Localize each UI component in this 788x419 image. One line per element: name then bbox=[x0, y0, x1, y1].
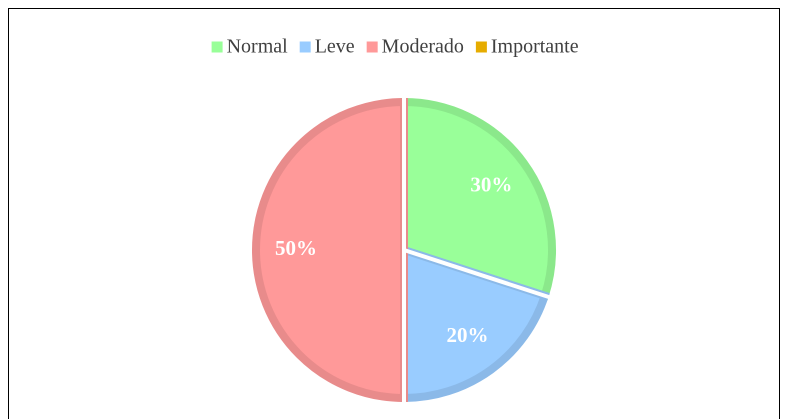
data-label: 30% bbox=[470, 172, 512, 196]
slice-separator bbox=[403, 248, 551, 300]
pie-slice bbox=[400, 244, 550, 403]
legend-swatch bbox=[299, 41, 311, 53]
legend-swatch bbox=[366, 41, 378, 53]
pie-slice bbox=[400, 97, 556, 301]
data-label: 50% bbox=[275, 236, 317, 260]
data-label: 20% bbox=[447, 323, 489, 347]
legend-swatch bbox=[475, 41, 487, 53]
pie-slice-edge bbox=[400, 244, 550, 403]
pie-slice bbox=[252, 97, 408, 403]
legend-label: Moderado bbox=[382, 36, 464, 58]
legend-label: Normal bbox=[227, 36, 289, 58]
legend-label: Leve bbox=[315, 36, 355, 58]
pie-slice-edge bbox=[252, 97, 408, 403]
legend-label: Importante bbox=[491, 36, 579, 58]
pie-slice-edge bbox=[400, 97, 556, 301]
legend-swatch bbox=[211, 41, 223, 53]
